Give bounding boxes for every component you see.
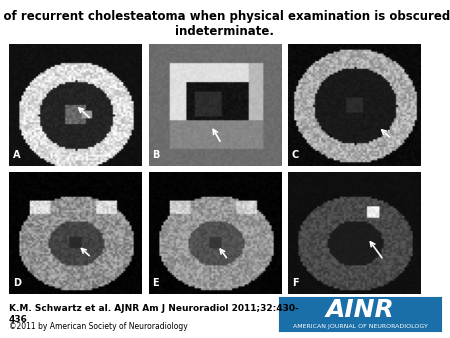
Text: ©2011 by American Society of Neuroradiology: ©2011 by American Society of Neuroradiol…	[9, 322, 188, 331]
Text: AINR: AINR	[326, 298, 394, 322]
Text: K.M. Schwartz et al. AJNR Am J Neuroradiol 2011;32:430-
436: K.M. Schwartz et al. AJNR Am J Neuroradi…	[9, 304, 299, 323]
Text: F: F	[292, 278, 299, 288]
Text: D: D	[13, 278, 21, 288]
Text: Detection of recurrent cholesteatoma when physical examination is obscured and C: Detection of recurrent cholesteatoma whe…	[0, 10, 450, 38]
Text: E: E	[153, 278, 159, 288]
Text: B: B	[153, 149, 160, 160]
Text: AMERICAN JOURNAL OF NEURORADIOLOGY: AMERICAN JOURNAL OF NEURORADIOLOGY	[292, 324, 428, 329]
Text: A: A	[13, 149, 21, 160]
Text: C: C	[292, 149, 299, 160]
